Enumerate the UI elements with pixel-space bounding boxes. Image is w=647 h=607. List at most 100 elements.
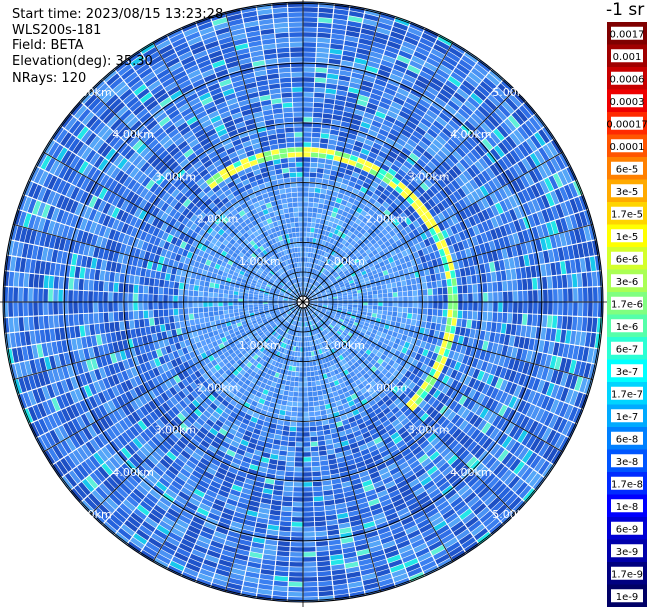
beta-cell <box>266 529 279 536</box>
beta-cell <box>326 372 332 378</box>
beta-cell <box>391 494 403 503</box>
beta-cell <box>230 489 241 497</box>
beta-cell <box>375 172 385 180</box>
beta-cell <box>391 282 397 288</box>
beta-cell <box>450 270 456 279</box>
beta-cell <box>315 77 326 83</box>
beta-cell <box>400 228 408 237</box>
beta-cell <box>368 209 375 217</box>
beta-cell <box>303 591 318 597</box>
beta-cell <box>564 231 572 246</box>
beta-cell <box>319 455 328 461</box>
beta-cell <box>357 94 369 102</box>
beta-cell <box>303 377 307 382</box>
beta-cell <box>467 441 478 452</box>
beta-cell <box>208 485 220 494</box>
beta-cell <box>292 517 303 522</box>
beta-cell <box>427 433 437 443</box>
beta-cell <box>462 453 474 465</box>
beta-cell <box>303 177 310 182</box>
beta-cell <box>345 101 356 109</box>
beta-cell <box>315 282 320 287</box>
beta-cell <box>532 278 538 290</box>
beta-cell <box>385 172 394 181</box>
beta-cell <box>373 436 383 445</box>
beta-cell <box>513 207 522 219</box>
beta-cell <box>432 288 438 295</box>
beta-cell <box>328 304 333 307</box>
beta-cell <box>338 328 344 334</box>
beta-cell <box>333 346 338 352</box>
beta-cell <box>407 27 423 37</box>
beta-cell <box>450 215 459 225</box>
beta-cell <box>349 11 364 18</box>
beta-cell <box>407 313 413 319</box>
beta-cell <box>323 252 328 258</box>
beta-cell <box>460 468 473 480</box>
beta-cell <box>279 445 288 451</box>
beta-cell <box>467 227 476 237</box>
beta-cell <box>467 475 480 488</box>
beta-cell <box>338 318 344 323</box>
beta-cell <box>511 478 524 493</box>
beta-cell <box>307 272 310 278</box>
beta-cell <box>355 379 362 386</box>
beta-cell <box>313 329 317 335</box>
beta-cell <box>319 148 327 154</box>
beta-cell <box>308 192 315 198</box>
beta-cell <box>403 255 410 263</box>
beta-cell <box>329 315 334 320</box>
beta-cell <box>317 560 331 567</box>
beta-cell <box>426 315 432 322</box>
beta-cell <box>335 356 341 363</box>
beta-cell <box>308 310 312 315</box>
beta-cell <box>318 314 323 318</box>
beta-cell <box>441 339 448 348</box>
beta-cell <box>306 277 309 283</box>
beta-cell <box>412 384 420 393</box>
beta-cell <box>311 308 315 312</box>
beta-cell <box>402 396 411 405</box>
beta-cell <box>542 276 548 289</box>
beta-cell <box>483 514 497 527</box>
beta-cell <box>335 275 341 280</box>
beta-cell <box>308 316 311 321</box>
beta-cell <box>380 243 387 250</box>
beta-cell <box>311 351 315 356</box>
beta-cell <box>212 578 228 587</box>
beta-cell <box>315 339 319 345</box>
beta-cell <box>477 173 487 185</box>
beta-cell <box>395 92 407 101</box>
beta-cell <box>416 103 428 113</box>
beta-cell <box>428 105 441 116</box>
beta-cell <box>312 280 316 285</box>
beta-cell <box>485 362 493 374</box>
beta-cell <box>383 387 391 395</box>
beta-cell <box>437 309 443 317</box>
beta-cell <box>422 334 429 342</box>
beta-cell <box>247 505 259 512</box>
beta-cell <box>253 428 261 435</box>
beta-cell <box>376 351 383 358</box>
beta-cell <box>350 382 358 389</box>
beta-cell <box>260 569 275 576</box>
beta-cell <box>412 308 418 314</box>
beta-cell <box>435 458 447 469</box>
beta-cell <box>353 368 360 375</box>
beta-cell <box>477 211 486 223</box>
beta-cell <box>320 331 325 337</box>
beta-cell <box>424 211 433 220</box>
beta-cell <box>440 447 451 458</box>
beta-cell <box>534 132 546 147</box>
beta-cell <box>270 397 277 404</box>
beta-cell <box>455 162 466 173</box>
beta-cell <box>351 72 364 80</box>
beta-cell <box>296 437 303 442</box>
beta-cell <box>322 308 327 311</box>
beta-cell <box>359 242 366 249</box>
beta-cell <box>452 150 463 161</box>
beta-cell <box>277 378 283 384</box>
beta-cell <box>374 334 381 341</box>
beta-cell <box>310 273 314 279</box>
beta-cell <box>303 142 311 147</box>
